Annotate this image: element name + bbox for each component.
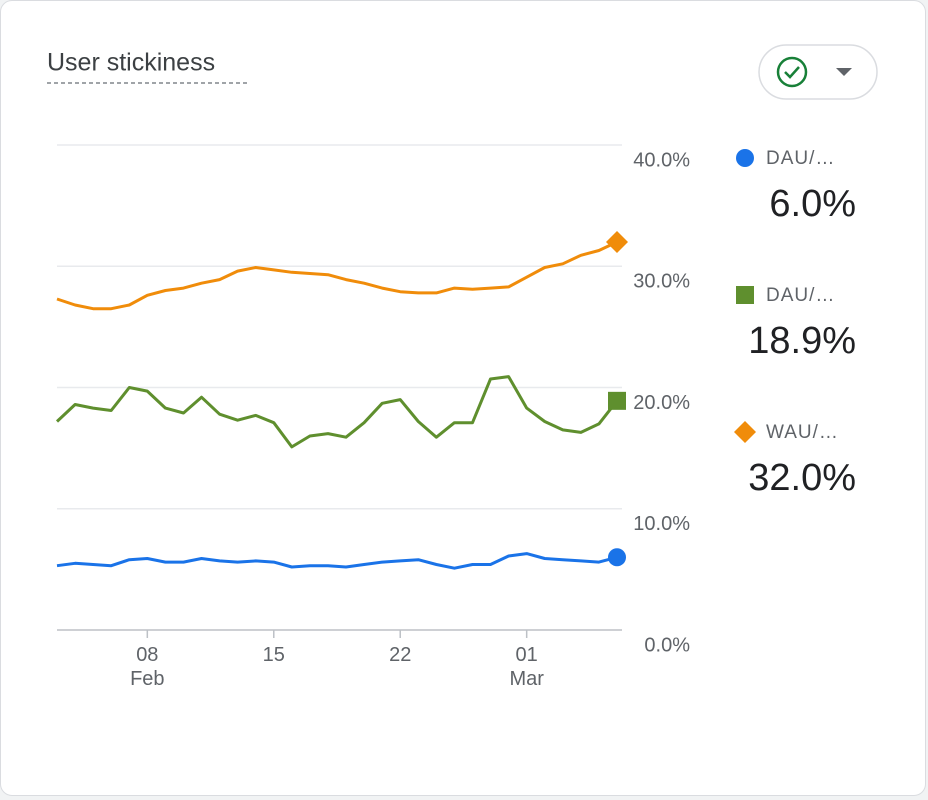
legend-label: DAU/… [766, 285, 835, 306]
legend-value: 18.9% [748, 320, 856, 362]
series-line [56, 552, 618, 570]
y-tick-label: 0.0% [644, 634, 690, 656]
x-tick-label: 01 Mar [509, 644, 544, 690]
series-line [55, 375, 619, 449]
legend-swatch [736, 286, 754, 304]
legend-value: 32.0% [748, 457, 856, 499]
y-tick-label: 30.0% [633, 271, 690, 293]
legend-swatch [734, 421, 756, 443]
dropdown-arrow [836, 68, 852, 76]
button-outline[interactable] [758, 44, 878, 100]
chart-title[interactable]: User stickiness [47, 49, 215, 77]
end-marker [608, 391, 626, 410]
y-tick-label: 20.0% [633, 392, 690, 414]
x-tick-label: 08 Feb [130, 644, 164, 690]
tick-label-line: 01 [516, 644, 538, 666]
legend-label: WAU/… [766, 422, 839, 443]
check-icon [776, 56, 808, 88]
tick-label-line: Mar [509, 668, 544, 690]
x-tick-label: 15 [263, 644, 285, 666]
end-marker [608, 548, 626, 567]
x-tick-label: 22 [389, 644, 411, 666]
tick-label-line: 08 [136, 644, 158, 666]
tick-label-line: 15 [263, 644, 285, 666]
compare-button[interactable] [758, 44, 878, 100]
legend-label: DAU/… [766, 148, 835, 169]
y-tick-label: 10.0% [633, 513, 690, 535]
check-mark [784, 66, 800, 79]
end-marker [606, 231, 628, 253]
tick-label-line: Feb [130, 668, 164, 690]
series-line [56, 240, 618, 311]
y-tick-label: 40.0% [633, 149, 690, 171]
legend-swatch [736, 149, 754, 167]
legend-value: 6.0% [769, 183, 856, 225]
tick-label-line: 22 [389, 644, 411, 666]
